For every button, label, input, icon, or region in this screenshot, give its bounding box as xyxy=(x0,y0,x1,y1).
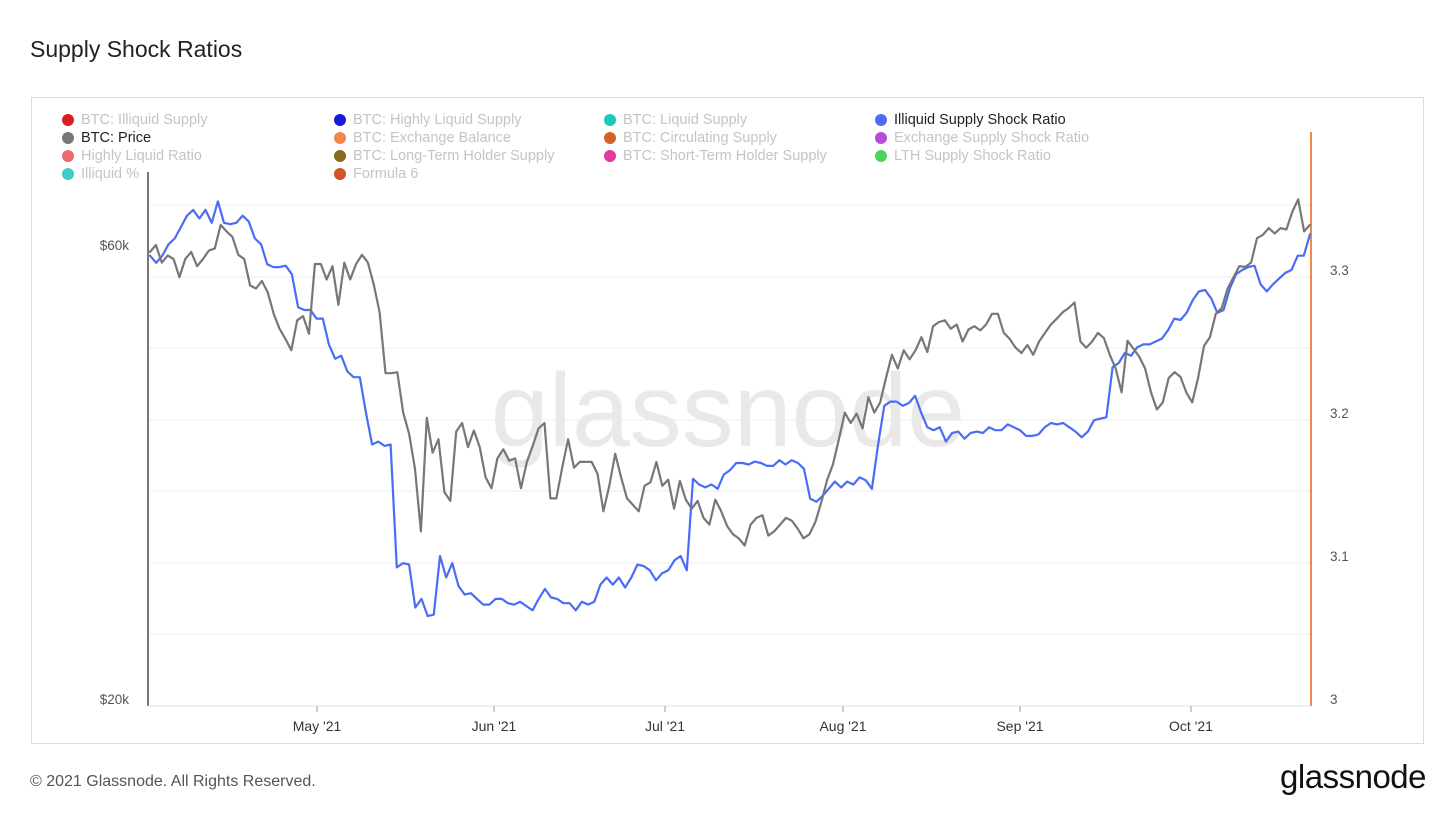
legend-label: Exchange Supply Shock Ratio xyxy=(894,130,1090,146)
chart-ticks: 3.3 3.2 3.1 3 $60k $20k May '21 Jun '21 Jul '21 A… xyxy=(100,238,1349,734)
legend-label: BTC: Illiquid Supply xyxy=(81,112,208,128)
legend-item[interactable]: Highly Liquid Ratio xyxy=(62,147,202,165)
x-tick-label: Jul '21 xyxy=(645,718,685,734)
x-tick-label: May '21 xyxy=(293,718,342,734)
legend-item[interactable]: Illiquid Supply Shock Ratio xyxy=(875,111,1066,129)
legend-label: LTH Supply Shock Ratio xyxy=(894,148,1051,164)
chart-axes xyxy=(147,132,1312,707)
legend-color-dot xyxy=(875,132,887,144)
legend-label: BTC: Price xyxy=(81,130,152,146)
legend-item[interactable]: Exchange Supply Shock Ratio xyxy=(875,129,1089,147)
chart-lines xyxy=(148,198,1312,618)
legend-color-dot xyxy=(62,150,74,162)
legend-label: BTC: Circulating Supply xyxy=(623,130,777,146)
legend-item[interactable]: BTC: Highly Liquid Supply xyxy=(334,111,521,129)
x-tick-label: Oct '21 xyxy=(1169,718,1213,734)
legend-label: Illiquid Supply Shock Ratio xyxy=(894,112,1066,128)
legend-item[interactable]: BTC: Price xyxy=(62,129,151,147)
copyright-text: © 2021 Glassnode. All Rights Reserved. xyxy=(30,773,316,790)
y-left-tick-label: $20k xyxy=(100,692,130,707)
legend-color-dot xyxy=(604,150,616,162)
legend-color-dot xyxy=(334,114,346,126)
legend-label: Formula 6 xyxy=(353,166,419,182)
y-left-tick-label: $60k xyxy=(100,238,130,253)
legend-item[interactable]: BTC: Circulating Supply xyxy=(604,129,777,147)
legend-color-dot xyxy=(62,132,74,144)
y-right-tick-label: 3.2 xyxy=(1330,406,1349,421)
x-tick-label: Aug '21 xyxy=(819,718,866,734)
glassnode-logo: glassnode xyxy=(1280,758,1426,795)
legend-label: BTC: Short-Term Holder Supply xyxy=(623,148,827,164)
legend-color-dot xyxy=(334,168,346,180)
legend-item[interactable]: Illiquid % xyxy=(62,165,139,183)
legend-item[interactable]: BTC: Long-Term Holder Supply xyxy=(334,147,554,165)
y-right-tick-label: 3.1 xyxy=(1330,549,1349,564)
legend-color-dot xyxy=(875,114,887,126)
legend-color-dot xyxy=(334,150,346,162)
chart-watermark: glassnode xyxy=(491,353,965,469)
y-right-tick-label: 3 xyxy=(1330,692,1338,707)
legend-item[interactable]: LTH Supply Shock Ratio xyxy=(875,147,1051,165)
legend-color-dot xyxy=(334,132,346,144)
legend-label: Illiquid % xyxy=(81,166,140,182)
legend-item[interactable]: BTC: Short-Term Holder Supply xyxy=(604,147,827,165)
chart-frame xyxy=(31,97,1424,744)
x-tick-label: Sep '21 xyxy=(996,718,1043,734)
x-tick-label: Jun '21 xyxy=(472,718,517,734)
legend-color-dot xyxy=(604,132,616,144)
legend-label: BTC: Long-Term Holder Supply xyxy=(353,148,555,164)
legend-item[interactable]: BTC: Illiquid Supply xyxy=(62,111,208,129)
legend-color-dot xyxy=(604,114,616,126)
legend-item[interactable]: BTC: Liquid Supply xyxy=(604,111,747,129)
legend-item[interactable]: BTC: Exchange Balance xyxy=(334,129,511,147)
legend-color-dot xyxy=(875,150,887,162)
legend-label: BTC: Liquid Supply xyxy=(623,112,748,128)
legend-label: BTC: Highly Liquid Supply xyxy=(353,112,522,128)
legend-item[interactable]: Formula 6 xyxy=(334,165,418,183)
y-right-tick-label: 3.3 xyxy=(1330,263,1349,278)
legend-color-dot xyxy=(62,114,74,126)
series-line-btc-price xyxy=(148,198,1312,547)
legend-label: BTC: Exchange Balance xyxy=(353,130,511,146)
page-title: Supply Shock Ratios xyxy=(30,36,243,62)
legend-label: Highly Liquid Ratio xyxy=(81,148,202,164)
series-line-illiquid-supply-shock-ratio xyxy=(148,200,1312,618)
legend-color-dot xyxy=(62,168,74,180)
